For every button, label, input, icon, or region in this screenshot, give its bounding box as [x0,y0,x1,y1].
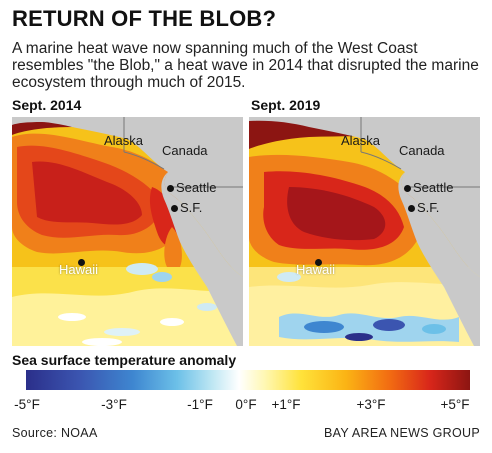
legend-title: Sea surface temperature anomaly [12,352,237,368]
label-canada: Canada [162,143,208,158]
marker-hawaii [78,259,85,266]
legend-color-bar [26,370,470,390]
marker-seattle [404,185,411,192]
map-2019-graphic [249,117,480,346]
marker-hawaii [315,259,322,266]
label-sf: S.F. [180,200,203,215]
marker-sf [171,205,178,212]
marker-sf [408,205,415,212]
map-2019: Alaska Canada Seattle S.F. Hawaii [249,117,480,346]
panel-label-2019: Sept. 2019 [251,97,321,113]
page-title: RETURN OF THE BLOB? [12,6,277,31]
legend-tick: +1°F [271,397,301,412]
panel-label-2014: Sept. 2014 [12,97,82,113]
label-hawaii: Hawaii [296,262,336,277]
label-canada: Canada [399,143,445,158]
legend-tick: +5°F [440,397,470,412]
label-alaska: Alaska [341,133,381,148]
legend-tick: 0°F [235,397,257,412]
map-2014-graphic [12,117,243,346]
label-seattle: Seattle [413,180,454,195]
legend-tick: -3°F [101,397,127,412]
legend-tick: -5°F [14,397,40,412]
legend-tick: -1°F [187,397,213,412]
marker-seattle [167,185,174,192]
label-hawaii: Hawaii [59,262,99,277]
label-sf: S.F. [417,200,440,215]
source-credit: Source: NOAA [12,426,98,440]
map-2014: Alaska Canada Seattle S.F. Hawaii [12,117,243,346]
subtitle: A marine heat wave now spanning much of … [12,40,479,91]
publisher-credit: BAY AREA NEWS GROUP [324,426,480,440]
label-alaska: Alaska [104,133,144,148]
label-seattle: Seattle [176,180,217,195]
legend-tick: +3°F [356,397,386,412]
